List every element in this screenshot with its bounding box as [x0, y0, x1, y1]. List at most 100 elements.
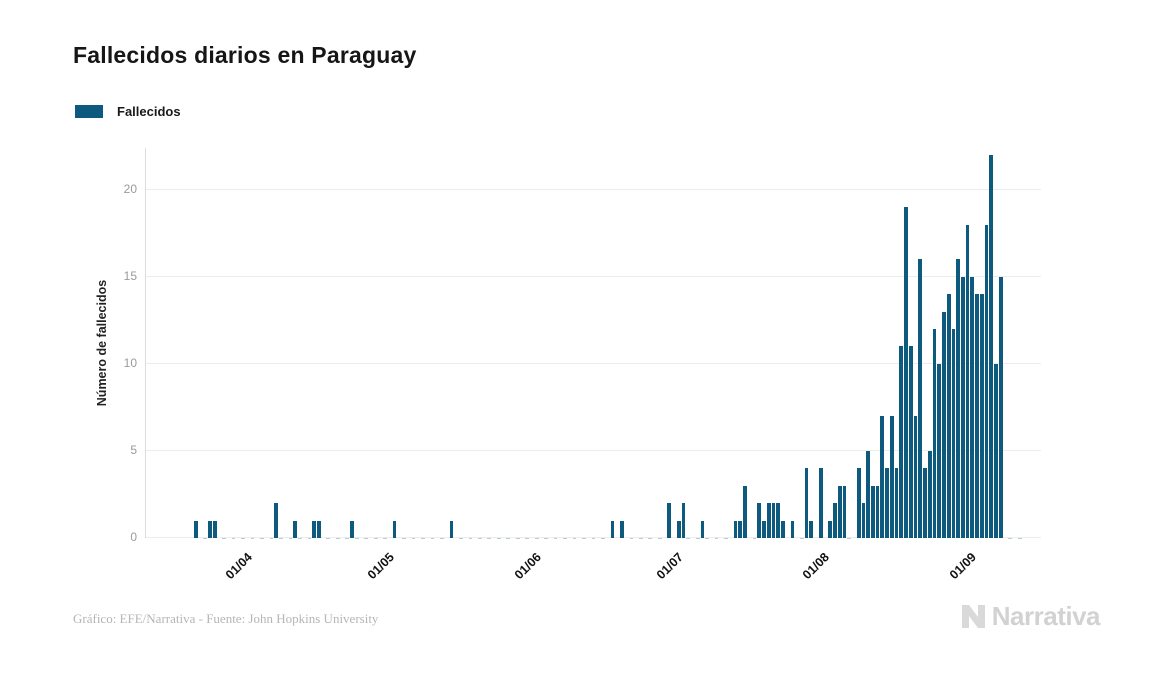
- bar[interactable]: [979, 294, 984, 538]
- bar[interactable]: [998, 276, 1003, 538]
- bar[interactable]: [918, 259, 923, 538]
- bar[interactable]: [975, 294, 979, 538]
- bar[interactable]: [899, 346, 904, 538]
- bar[interactable]: [908, 346, 913, 538]
- bar[interactable]: [776, 503, 781, 538]
- legend-label: Fallecidos: [117, 104, 181, 119]
- zero-baseline-dash: [250, 538, 255, 539]
- bar[interactable]: [193, 520, 198, 538]
- zero-baseline-dash: [1017, 538, 1022, 539]
- zero-baseline-dash: [714, 538, 719, 539]
- bar[interactable]: [885, 468, 889, 538]
- zero-baseline-dash: [430, 538, 435, 539]
- bar[interactable]: [875, 485, 880, 538]
- zero-baseline-dash: [648, 538, 653, 539]
- bar[interactable]: [871, 485, 875, 538]
- bar[interactable]: [771, 503, 776, 538]
- bar[interactable]: [956, 259, 960, 538]
- zero-baseline-dash: [402, 538, 406, 539]
- bar[interactable]: [946, 294, 951, 538]
- zero-baseline-dash: [496, 538, 501, 539]
- bar[interactable]: [667, 503, 672, 538]
- gridline-y-0: [146, 537, 1041, 538]
- zero-baseline-dash: [591, 538, 596, 539]
- bar[interactable]: [970, 276, 975, 538]
- bar[interactable]: [757, 503, 762, 538]
- zero-baseline-dash: [364, 538, 369, 539]
- bar[interactable]: [274, 503, 279, 538]
- x-tick-label-01-09: 01/09: [947, 550, 980, 583]
- bar[interactable]: [316, 520, 321, 538]
- bar[interactable]: [932, 329, 937, 538]
- chart-area: 0 5 10 15 20 01/04 01/05 01/06 01/07 01/08 01/09: [124, 148, 1041, 582]
- bar[interactable]: [960, 276, 965, 538]
- bar[interactable]: [904, 207, 908, 538]
- legend-item-fallecidos[interactable]: Fallecidos: [75, 104, 181, 119]
- bar[interactable]: [894, 468, 899, 538]
- zero-baseline-dash: [657, 538, 662, 539]
- bar[interactable]: [837, 485, 842, 538]
- x-tick-label-01-06: 01/06: [511, 550, 544, 583]
- zero-baseline-dash: [799, 538, 804, 539]
- bar[interactable]: [208, 520, 212, 538]
- zero-baseline-dash: [487, 538, 492, 539]
- bar[interactable]: [681, 503, 686, 538]
- bar[interactable]: [620, 520, 624, 538]
- zero-baseline-dash: [373, 538, 378, 539]
- bar[interactable]: [392, 520, 397, 538]
- zero-baseline-dash: [468, 538, 473, 539]
- bar[interactable]: [828, 520, 833, 538]
- zero-baseline-dash: [477, 538, 482, 539]
- bar[interactable]: [610, 520, 615, 538]
- bar[interactable]: [804, 468, 809, 538]
- y-tick-label-20: 20: [123, 181, 137, 196]
- bar[interactable]: [790, 520, 795, 538]
- bar[interactable]: [937, 363, 942, 538]
- bar[interactable]: [766, 503, 771, 538]
- zero-baseline-dash: [383, 538, 387, 539]
- bar[interactable]: [350, 520, 354, 538]
- gridline-y-10: [146, 362, 1041, 364]
- bar[interactable]: [942, 311, 946, 538]
- zero-baseline-dash: [563, 538, 567, 539]
- bar[interactable]: [676, 520, 681, 538]
- bar[interactable]: [984, 224, 989, 538]
- zero-baseline-dash: [752, 538, 757, 539]
- bar[interactable]: [965, 224, 970, 538]
- bar[interactable]: [781, 520, 785, 538]
- bar[interactable]: [889, 416, 894, 538]
- narrativa-logo: Narrativa: [960, 601, 1101, 632]
- zero-baseline-dash: [553, 538, 558, 539]
- bar[interactable]: [809, 520, 814, 538]
- zero-baseline-dash: [440, 538, 444, 539]
- bar[interactable]: [856, 468, 861, 538]
- bar[interactable]: [989, 154, 994, 538]
- zero-baseline-dash: [241, 538, 245, 539]
- bar[interactable]: [312, 520, 316, 538]
- bar[interactable]: [994, 363, 998, 538]
- bar[interactable]: [738, 520, 743, 538]
- bar[interactable]: [833, 503, 837, 538]
- bar[interactable]: [927, 450, 932, 538]
- bar[interactable]: [866, 450, 871, 538]
- bar[interactable]: [743, 485, 747, 538]
- bar[interactable]: [913, 416, 918, 538]
- zero-baseline-dash: [326, 538, 331, 539]
- gridline-y-15: [146, 275, 1041, 277]
- bar[interactable]: [861, 503, 866, 538]
- bar[interactable]: [818, 468, 823, 538]
- bar[interactable]: [951, 329, 956, 538]
- bar[interactable]: [700, 520, 705, 538]
- bar[interactable]: [880, 416, 885, 538]
- zero-baseline-dash: [231, 538, 236, 539]
- zero-baseline-dash: [686, 538, 691, 539]
- bar[interactable]: [212, 520, 217, 538]
- zero-baseline-dash: [260, 538, 264, 539]
- bar[interactable]: [923, 468, 927, 538]
- zero-baseline-dash: [288, 538, 293, 539]
- bar[interactable]: [449, 520, 454, 538]
- bar[interactable]: [842, 485, 847, 538]
- bar[interactable]: [293, 520, 298, 538]
- bar[interactable]: [762, 520, 766, 538]
- bar[interactable]: [733, 520, 738, 538]
